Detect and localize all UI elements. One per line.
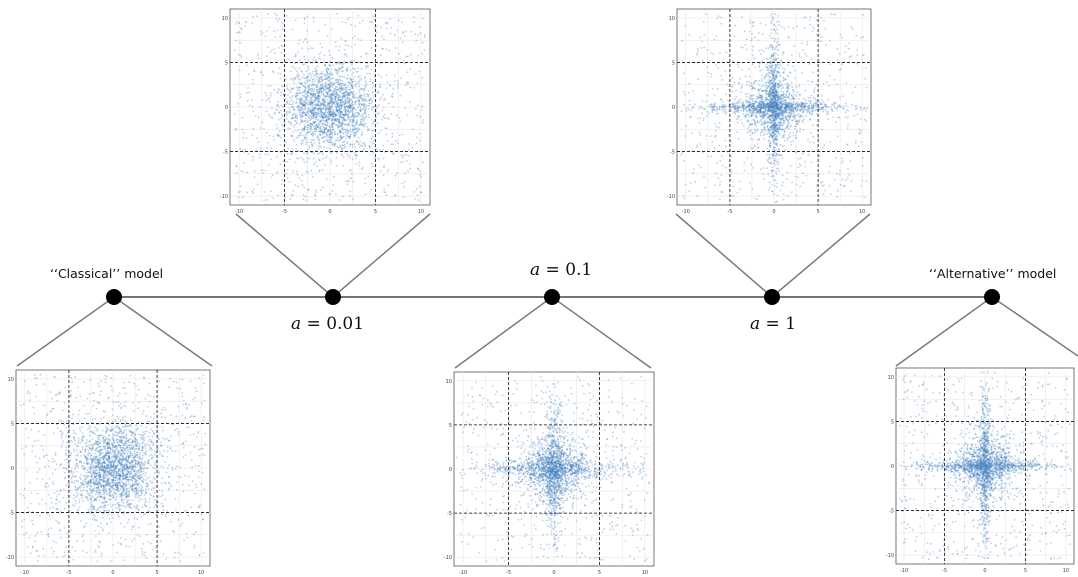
x-tick-label: 5 bbox=[1024, 568, 1027, 574]
x-tick-label: 5 bbox=[155, 570, 158, 576]
y-tick-label: 0 bbox=[225, 105, 228, 111]
param-symbol: a bbox=[750, 314, 761, 334]
node-a1 bbox=[764, 289, 780, 305]
connector-a001 bbox=[235, 213, 431, 298]
x-tick-label: 10 bbox=[642, 570, 648, 576]
scatter-panel-a1: -10 -5 0 5 10 10 5 0 -5 -10 bbox=[665, 5, 875, 215]
scatter-plot-alternative: -10 -5 0 5 10 10 5 0 -5 -10 bbox=[886, 367, 1075, 574]
x-tick-label: -5 bbox=[282, 209, 287, 215]
y-tick-label: 10 bbox=[446, 379, 452, 385]
connector-alternative bbox=[895, 296, 1078, 367]
node-a001 bbox=[325, 289, 341, 305]
param-label-a01: a = 0.1 bbox=[530, 260, 592, 280]
node-a01 bbox=[544, 289, 560, 305]
y-tick-label: 0 bbox=[672, 105, 675, 111]
connector-a1 bbox=[675, 213, 871, 298]
y-tick-label: 0 bbox=[449, 467, 452, 473]
x-tick-label: -10 bbox=[682, 209, 690, 215]
scatter-panel-a01: -10 -5 0 5 10 10 5 0 -5 -10 bbox=[442, 368, 658, 576]
x-tick-label: 10 bbox=[1063, 568, 1069, 574]
x-tick-label: -5 bbox=[66, 570, 71, 576]
y-tick-label: -10 bbox=[886, 553, 894, 559]
x-tick-label: 5 bbox=[598, 570, 601, 576]
y-tick-label: -10 bbox=[220, 194, 228, 200]
y-tick-label: -5 bbox=[670, 150, 675, 156]
y-tick-label: 5 bbox=[11, 421, 14, 427]
y-tick-label: 5 bbox=[891, 419, 894, 425]
y-tick-label: 10 bbox=[888, 375, 894, 381]
x-tick-label: 10 bbox=[198, 570, 204, 576]
x-tick-label: -5 bbox=[942, 568, 947, 574]
y-tick-label: -10 bbox=[667, 194, 675, 200]
param-symbol: a bbox=[530, 260, 541, 280]
param-value: = 0.01 bbox=[301, 314, 365, 334]
y-tick-label: 0 bbox=[891, 464, 894, 470]
y-tick-label: -5 bbox=[889, 509, 894, 515]
param-label-a001: a = 0.01 bbox=[291, 314, 364, 334]
y-tick-label: 5 bbox=[225, 60, 228, 66]
scatter-panel-alternative: -10 -5 0 5 10 10 5 0 -5 -10 bbox=[884, 364, 1078, 574]
connector-classical bbox=[16, 296, 213, 367]
x-tick-label: 5 bbox=[374, 209, 377, 215]
y-tick-label: -5 bbox=[447, 511, 452, 517]
scatter-plot-a01: -10 -5 0 5 10 10 5 0 -5 -10 bbox=[444, 371, 655, 576]
param-symbol: a bbox=[291, 314, 302, 334]
scatter-plot-classical: -10 -5 0 5 10 10 5 0 -5 -10 bbox=[6, 369, 211, 576]
y-tick-label: -5 bbox=[9, 511, 14, 517]
x-tick-label: 0 bbox=[772, 209, 775, 215]
y-tick-label: 10 bbox=[669, 16, 675, 22]
y-tick-label: 10 bbox=[8, 377, 14, 383]
x-tick-label: 10 bbox=[418, 209, 424, 215]
x-tick-label: 10 bbox=[859, 209, 865, 215]
x-tick-label: -10 bbox=[459, 570, 467, 576]
y-tick-label: -10 bbox=[444, 555, 452, 561]
x-tick-label: -5 bbox=[506, 570, 511, 576]
scatter-plot-a001: -10 -5 0 5 10 10 5 0 -5 -10 bbox=[220, 8, 431, 215]
x-tick-label: 0 bbox=[111, 570, 114, 576]
x-tick-label: -5 bbox=[727, 209, 732, 215]
scatter-panel-a001: -10 -5 0 5 10 10 5 0 -5 -10 bbox=[218, 5, 434, 215]
y-tick-label: 5 bbox=[449, 423, 452, 429]
x-tick-label: 0 bbox=[983, 568, 986, 574]
scatter-plot-a1: -10 -5 0 5 10 10 5 0 -5 -10 bbox=[667, 8, 872, 215]
y-tick-label: -10 bbox=[6, 555, 14, 561]
y-tick-label: 5 bbox=[672, 60, 675, 66]
x-tick-label: -10 bbox=[900, 568, 908, 574]
param-value: = 1 bbox=[760, 314, 797, 334]
scatter-panel-classical: -10 -5 0 5 10 10 5 0 -5 -10 bbox=[4, 366, 214, 576]
x-tick-label: 0 bbox=[552, 570, 555, 576]
param-label-a1: a = 1 bbox=[750, 314, 796, 334]
x-tick-label: 5 bbox=[816, 209, 819, 215]
alternative-model-label: ‘‘Alternative’’ model bbox=[929, 266, 1057, 281]
y-tick-label: 10 bbox=[222, 16, 228, 22]
classical-model-label: ‘‘Classical’’ model bbox=[50, 266, 164, 281]
y-tick-label: -5 bbox=[223, 150, 228, 156]
x-tick-label: 0 bbox=[328, 209, 331, 215]
x-tick-label: -10 bbox=[21, 570, 29, 576]
node-alternative bbox=[984, 289, 1000, 305]
node-classical bbox=[106, 289, 122, 305]
x-tick-label: -10 bbox=[235, 209, 243, 215]
param-value: = 0.1 bbox=[540, 260, 593, 280]
connector-a01 bbox=[454, 296, 652, 369]
y-tick-label: 0 bbox=[11, 466, 14, 472]
